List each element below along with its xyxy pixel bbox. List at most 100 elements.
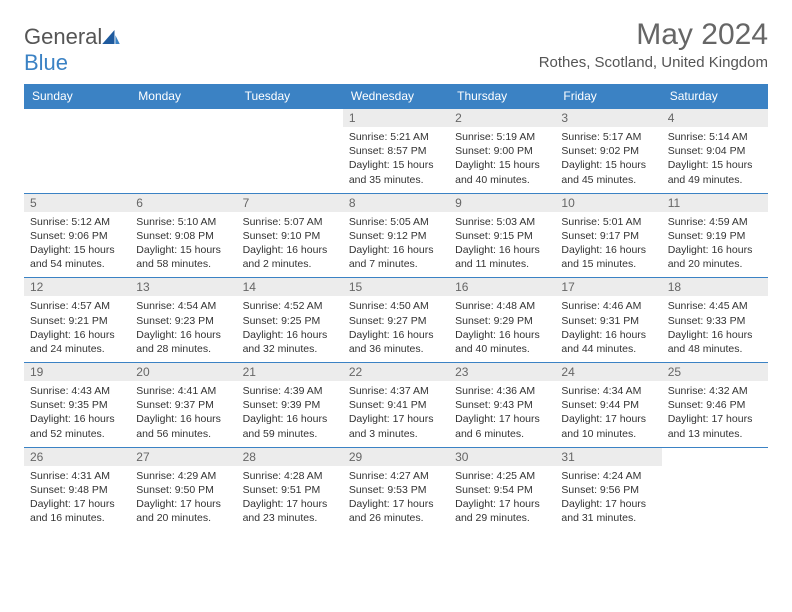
week-row: 5Sunrise: 5:12 AMSunset: 9:06 PMDaylight… [24,193,768,278]
day-details: Sunrise: 5:07 AMSunset: 9:10 PMDaylight:… [237,212,343,278]
day-cell: 30Sunrise: 4:25 AMSunset: 9:54 PMDayligh… [449,447,555,531]
day-cell [130,109,236,194]
day-number: 17 [555,278,661,296]
day-number: 6 [130,194,236,212]
day-d2: and 15 minutes. [561,257,655,271]
weekday-friday: Friday [555,84,661,109]
day-sr: Sunrise: 5:12 AM [30,215,124,229]
day-details: Sunrise: 4:43 AMSunset: 9:35 PMDaylight:… [24,381,130,447]
brand-logo: General Blue [24,24,120,76]
day-d1: Daylight: 16 hours [561,243,655,257]
day-ss: Sunset: 9:19 PM [668,229,762,243]
day-ss: Sunset: 9:10 PM [243,229,337,243]
day-cell: 21Sunrise: 4:39 AMSunset: 9:39 PMDayligh… [237,363,343,448]
day-sr: Sunrise: 4:57 AM [30,299,124,313]
day-details: Sunrise: 4:54 AMSunset: 9:23 PMDaylight:… [130,296,236,362]
weekday-thursday: Thursday [449,84,555,109]
day-ss: Sunset: 9:44 PM [561,398,655,412]
day-details: Sunrise: 4:32 AMSunset: 9:46 PMDaylight:… [662,381,768,447]
day-d1: Daylight: 16 hours [349,328,443,342]
day-d1: Daylight: 17 hours [455,412,549,426]
day-number: 11 [662,194,768,212]
day-sr: Sunrise: 4:27 AM [349,469,443,483]
day-ss: Sunset: 9:21 PM [30,314,124,328]
day-details: Sunrise: 4:46 AMSunset: 9:31 PMDaylight:… [555,296,661,362]
day-d2: and 11 minutes. [455,257,549,271]
day-cell: 22 Sunrise: 4:37 AMSunset: 9:41 PMDayligh… [343,363,449,448]
day-sr: Sunrise: 4:48 AM [455,299,549,313]
day-cell: 12Sunrise: 4:57 AMSunset: 9:21 PMDayligh… [24,278,130,363]
day-cell: 4Sunrise: 5:14 AMSunset: 9:04 PMDaylight… [662,109,768,194]
weekday-saturday: Saturday [662,84,768,109]
day-details: Sunrise: 5:12 AMSunset: 9:06 PMDaylight:… [24,212,130,278]
day-d1: Daylight: 15 hours [561,158,655,172]
day-d1: Daylight: 15 hours [30,243,124,257]
weekday-sunday: Sunday [24,84,130,109]
day-ss: Sunset: 9:39 PM [243,398,337,412]
day-d2: and 36 minutes. [349,342,443,356]
day-ss: Sunset: 9:41 PM [349,398,443,412]
weekday-monday: Monday [130,84,236,109]
brand-text: General Blue [24,24,120,76]
day-d2: and 59 minutes. [243,427,337,441]
day-sr: Sunrise: 4:41 AM [136,384,230,398]
day-d2: and 44 minutes. [561,342,655,356]
day-ss: Sunset: 9:00 PM [455,144,549,158]
location-text: Rothes, Scotland, United Kingdom [539,54,768,71]
day-d2: and 24 minutes. [30,342,124,356]
day-cell: 23Sunrise: 4:36 AMSunset: 9:43 PMDayligh… [449,363,555,448]
day-sr: Sunrise: 4:50 AM [349,299,443,313]
day-d2: and 26 minutes. [349,511,443,525]
day-sr: Sunrise: 5:19 AM [455,130,549,144]
day-details: Sunrise: 4:41 AMSunset: 9:37 PMDaylight:… [130,381,236,447]
day-cell: 3Sunrise: 5:17 AMSunset: 9:02 PMDaylight… [555,109,661,194]
day-details: Sunrise: 4:57 AMSunset: 9:21 PMDaylight:… [24,296,130,362]
day-details: Sunrise: 5:01 AMSunset: 9:17 PMDaylight:… [555,212,661,278]
day-number: 22 [343,363,449,381]
day-sr: Sunrise: 5:14 AM [668,130,762,144]
day-details: Sunrise: 4:28 AMSunset: 9:51 PMDaylight:… [237,466,343,532]
weekday-header-row: SundayMondayTuesdayWednesdayThursdayFrid… [24,84,768,109]
day-d1: Daylight: 17 hours [30,497,124,511]
day-sr: Sunrise: 5:10 AM [136,215,230,229]
day-cell: 29 Sunrise: 4:27 AMSunset: 9:53 PMDayligh… [343,447,449,531]
day-cell [24,109,130,194]
day-d1: Daylight: 17 hours [561,412,655,426]
day-number: 30 [449,448,555,466]
day-cell: 14Sunrise: 4:52 AMSunset: 9:25 PMDayligh… [237,278,343,363]
day-d1: Daylight: 17 hours [668,412,762,426]
day-ss: Sunset: 9:53 PM [349,483,443,497]
day-sr: Sunrise: 4:59 AM [668,215,762,229]
day-details: Sunrise: 5:05 AMSunset: 9:12 PMDaylight:… [343,212,449,278]
week-row: 19Sunrise: 4:43 AMSunset: 9:35 PMDayligh… [24,363,768,448]
day-sr: Sunrise: 4:37 AM [349,384,443,398]
day-details: Sunrise: 4:24 AMSunset: 9:56 PMDaylight:… [555,466,661,532]
day-d2: and 16 minutes. [30,511,124,525]
day-number: 29 [343,448,449,466]
day-ss: Sunset: 9:12 PM [349,229,443,243]
day-number: 27 [130,448,236,466]
day-ss: Sunset: 9:27 PM [349,314,443,328]
day-d1: Daylight: 17 hours [349,497,443,511]
day-d1: Daylight: 16 hours [668,328,762,342]
day-sr: Sunrise: 4:43 AM [30,384,124,398]
day-sr: Sunrise: 4:28 AM [243,469,337,483]
day-number: 1 [343,109,449,127]
day-d1: Daylight: 17 hours [136,497,230,511]
day-d1: Daylight: 17 hours [349,412,443,426]
day-number: 9 [449,194,555,212]
brand-part1: General [24,24,102,49]
day-number: 31 [555,448,661,466]
day-d1: Daylight: 15 hours [136,243,230,257]
day-d2: and 40 minutes. [455,342,549,356]
day-cell: 2Sunrise: 5:19 AMSunset: 9:00 PMDaylight… [449,109,555,194]
day-number: 14 [237,278,343,296]
day-details: Sunrise: 5:21 AMSunset: 8:57 PMDaylight:… [343,127,449,193]
day-d1: Daylight: 15 hours [668,158,762,172]
day-number [130,109,236,127]
day-cell [237,109,343,194]
day-sr: Sunrise: 4:25 AM [455,469,549,483]
day-sr: Sunrise: 5:21 AM [349,130,443,144]
day-number: 5 [24,194,130,212]
day-ss: Sunset: 9:31 PM [561,314,655,328]
